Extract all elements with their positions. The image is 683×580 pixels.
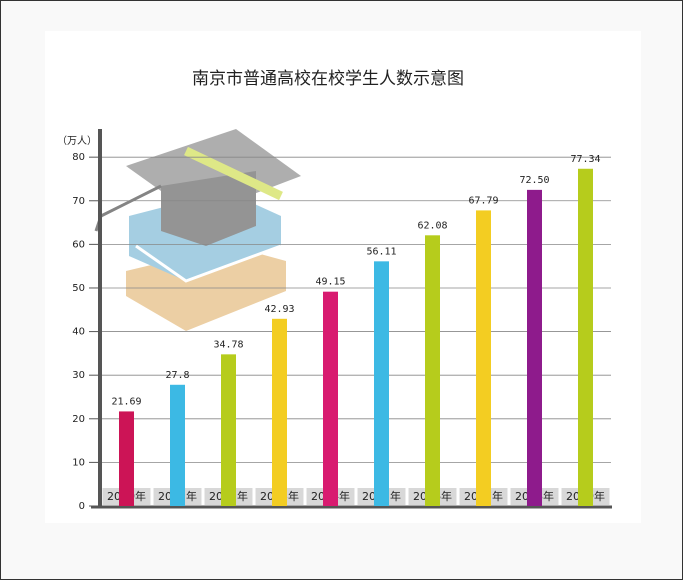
value-label: 67.79 (468, 195, 498, 206)
value-label: 56.11 (366, 246, 396, 257)
bar (374, 261, 389, 506)
value-label: 42.93 (264, 304, 294, 315)
y-axis-label: （万人） (57, 135, 97, 147)
value-label: 77.34 (570, 154, 600, 165)
y-tick-label: 40 (72, 327, 85, 338)
y-tick-label: 30 (72, 370, 85, 381)
bar (578, 168, 593, 506)
value-label: 49.15 (315, 277, 345, 288)
y-tick-label: 20 (72, 414, 85, 425)
bar (323, 291, 338, 506)
chart-title: 南京市普通高校在校学生人数示意图 (192, 69, 464, 89)
bar (221, 354, 236, 506)
bar (476, 210, 491, 507)
y-tick-label: 70 (72, 196, 85, 207)
bar (170, 384, 185, 506)
y-tick-label: 60 (72, 239, 85, 250)
bar (425, 235, 440, 507)
y-tick-label: 0 (79, 501, 85, 512)
bar (272, 318, 287, 506)
bar (119, 411, 134, 506)
value-label: 62.08 (417, 220, 447, 231)
value-label: 27.8 (165, 370, 189, 381)
y-tick-label: 80 (72, 152, 85, 163)
bar (527, 189, 542, 506)
value-label: 72.50 (519, 175, 549, 186)
value-label: 34.78 (213, 339, 243, 350)
y-tick-label: 10 (72, 457, 85, 468)
value-label: 21.69 (111, 396, 141, 407)
y-tick-label: 50 (72, 283, 85, 294)
